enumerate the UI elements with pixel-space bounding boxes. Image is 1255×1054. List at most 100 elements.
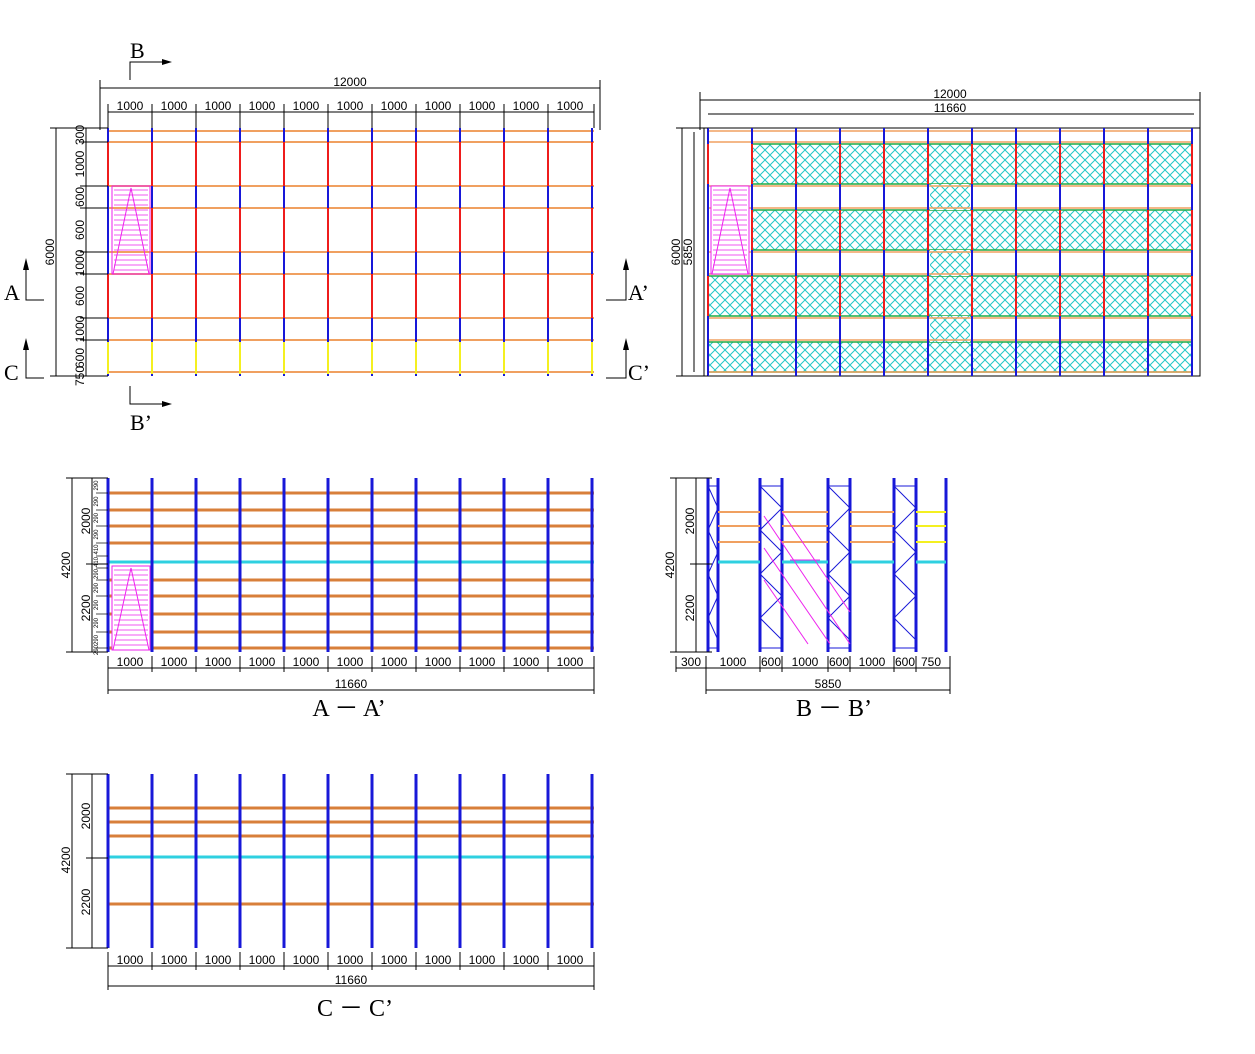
deck-mesh-aisle [930, 316, 970, 342]
section-marker-c: C [4, 338, 44, 385]
plan-bay-dim: 1000 [337, 99, 364, 113]
section-a-bay-dim: 1000 [293, 655, 320, 669]
section-c-height: 4200 [59, 846, 73, 873]
plan-left-dim: 750 [73, 366, 87, 386]
section-a-a: 4200 2000 2200 2902902902904104102902902… [59, 477, 595, 722]
section-a-bay-dim: 1000 [249, 655, 276, 669]
plan-bay-dim: 1000 [381, 99, 408, 113]
section-b-bottom-dim: 1000 [792, 655, 819, 669]
section-b-bottom-dim: 600 [761, 655, 781, 669]
section-a-bay-dim: 1000 [513, 655, 540, 669]
section-a-small-dim: 290 [94, 568, 100, 579]
section-b-brace [893, 485, 917, 641]
section-b-bottom-dim: 300 [681, 655, 701, 669]
section-b-stair [781, 511, 851, 613]
section-c-bay-dim: 1000 [381, 953, 408, 967]
plan-bay-dim: 1000 [205, 99, 232, 113]
section-a-caption: A － A’ [312, 696, 385, 722]
deck-mesh-aisle [930, 250, 970, 276]
plan-left-dim: 600 [73, 348, 87, 368]
deck-mesh-panel [707, 275, 1193, 317]
section-c-bay-dim: 1000 [337, 953, 364, 967]
section-c-bay-dim: 1000 [117, 953, 144, 967]
section-a-bay-dim: 1000 [117, 655, 144, 669]
plan-left-dim: 600 [73, 220, 87, 240]
section-c-bay-dim: 1000 [557, 953, 584, 967]
svg-text:C: C [4, 360, 19, 385]
svg-text:A’: A’ [628, 280, 649, 305]
plan-stair-outline [112, 187, 150, 275]
section-c-bay-dim: 1000 [293, 953, 320, 967]
plan-bay-dim: 1000 [293, 99, 320, 113]
section-a-small-dim: 410 [94, 556, 100, 567]
section-a-stair [111, 565, 151, 651]
section-b-stair [763, 547, 831, 645]
plan-bay-dim: 1000 [249, 99, 276, 113]
section-c-overall: 11660 [335, 973, 368, 987]
section-c-bay-dim: 1000 [513, 953, 540, 967]
deck-length-outer: 12000 [933, 87, 967, 101]
section-b-brace [827, 485, 851, 641]
plan-left-dim: 1000 [73, 150, 87, 177]
section-c-bay-dim: 1000 [249, 953, 276, 967]
svg-text:C’: C’ [628, 360, 650, 385]
deck-length-inner: 11660 [934, 101, 967, 115]
svg-text:B’: B’ [130, 410, 152, 435]
section-a-small-dim: 410 [94, 544, 100, 555]
section-a-small-dim: 290 [94, 599, 100, 610]
section-c-bay-dim: 1000 [425, 953, 452, 967]
deck-depth-inner: 5850 [681, 238, 695, 265]
deck-mesh-aisle [930, 184, 970, 210]
plan-left-dim: 600 [73, 286, 87, 306]
section-b-bottom-dim: 600 [829, 655, 849, 669]
section-a-small-dim: 290 [94, 617, 100, 628]
plan-bay-dim: 1000 [557, 99, 584, 113]
section-a-small-dim: 290 [94, 480, 100, 491]
section-c-caption: C － C’ [317, 996, 393, 1022]
section-a-small-dim: 290 [94, 582, 100, 593]
section-marker-b: B [129, 38, 172, 80]
section-a-bay-dim: 1000 [425, 655, 452, 669]
plan-stair [111, 185, 151, 275]
section-a-bay-dim: 1000 [205, 655, 232, 669]
section-marker-c-prime: C’ [606, 338, 650, 385]
section-a-bay-dim: 1000 [381, 655, 408, 669]
section-c-bay-dim: 1000 [205, 953, 232, 967]
deck-outline [703, 127, 1201, 377]
section-c-bay-dim: 1000 [469, 953, 496, 967]
section-a-bay-dim: 1000 [469, 655, 496, 669]
plan-overall-length: 12000 [333, 75, 367, 89]
section-a-bay-dim: 1000 [161, 655, 188, 669]
section-c-bay-dim: 1000 [161, 953, 188, 967]
section-a-stair-outline [112, 567, 150, 651]
section-a-overall: 11660 [335, 677, 368, 691]
section-b-bottom-dim: 600 [895, 655, 915, 669]
plan-bay-dim: 1000 [161, 99, 188, 113]
section-b-stair [763, 579, 809, 645]
section-a-lower: 2200 [79, 594, 93, 621]
section-a-small-dim: 290 [94, 496, 100, 507]
section-b-lower: 2200 [683, 594, 697, 621]
svg-text:A: A [4, 280, 20, 305]
section-a-bay-dim: 1000 [337, 655, 364, 669]
section-a-bay-dim: 1000 [557, 655, 584, 669]
section-b-brace [759, 485, 783, 641]
section-b-bottom-dim: 750 [921, 655, 941, 669]
deck-depth-outer: 6000 [669, 238, 683, 265]
plan-bay-dim: 1000 [425, 99, 452, 113]
plan-left-dim: 1000 [73, 249, 87, 276]
section-a-small-dim: 290 [94, 529, 100, 540]
section-marker-b-prime: B’ [129, 386, 172, 435]
section-b-stair [763, 515, 851, 645]
plan-view: 12000 1000 1000 1000 1000 1000 1000 1000 1000 10… [4, 38, 650, 435]
deck-mesh-panel [707, 341, 1193, 373]
section-b-bottom-dim: 1000 [720, 655, 747, 669]
section-a-upper: 2000 [79, 507, 93, 534]
section-b-caption: B － B’ [796, 696, 872, 722]
section-c-upper: 2000 [79, 802, 93, 829]
section-b-bottom-dim: 1000 [859, 655, 886, 669]
plan-bay-dim: 1000 [513, 99, 540, 113]
plan-left-dim: 1000 [73, 315, 87, 342]
plan-overall-depth: 6000 [43, 238, 57, 265]
